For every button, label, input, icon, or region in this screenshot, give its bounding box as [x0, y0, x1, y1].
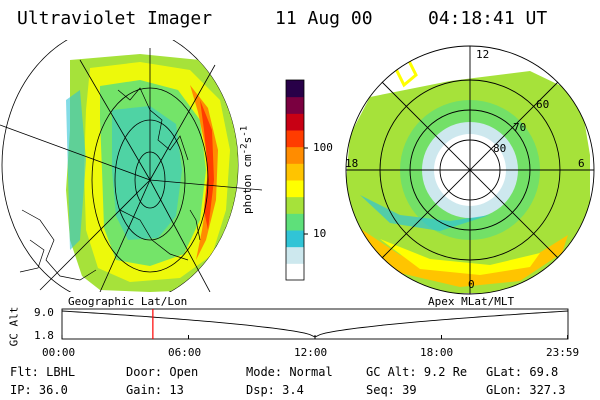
mlt-label-0: 0 — [468, 278, 475, 291]
glat-status: GLat: 69.8 — [486, 365, 559, 379]
mlat-mlt-grid — [345, 45, 595, 295]
door-status: Door: Open — [126, 365, 199, 379]
x-tick-0600: 06:00 — [168, 346, 202, 359]
colorbar-tick-100: 100 — [313, 141, 333, 154]
color-scale-cell — [286, 246, 304, 264]
alt-y-bottom: 1.8 — [34, 329, 54, 342]
alt-y-top: 9.0 — [34, 306, 54, 319]
gc-alt-status: GC Alt: 9.2 Re — [366, 365, 468, 379]
ip-status: IP: 36.0 — [10, 383, 68, 397]
dsp-status: Dsp: 3.4 — [246, 383, 304, 397]
x-tick-1200: 12:00 — [294, 346, 328, 359]
aurora-oval-image — [346, 56, 590, 293]
color-scale-cell — [286, 130, 304, 148]
altitude-track-plot — [61, 308, 569, 340]
mode-status: Mode: Normal — [246, 365, 333, 379]
x-tick-0000: 00:00 — [42, 346, 76, 359]
color-scale-cell — [286, 146, 304, 164]
alt-plot-frame — [61, 308, 569, 340]
x-tick-2359: 23:59 — [546, 346, 580, 359]
observation-time: 04:18:41 UT — [428, 8, 548, 29]
colorbar-tick-10: 10 — [313, 227, 327, 240]
lat-lon-grid — [0, 48, 262, 292]
seq-status: Seq: 39 — [366, 383, 417, 397]
color-scale-cell — [286, 96, 304, 114]
mlt-label-6: 6 — [578, 157, 585, 170]
geographic-image-panel — [0, 40, 262, 292]
color-scale-cell — [286, 163, 304, 181]
mlt-label-18: 18 — [345, 157, 359, 170]
alt-axis-label: GC Alt — [7, 306, 21, 347]
altitude-curve — [61, 310, 569, 338]
mlat-label-60: 60 — [536, 98, 550, 111]
color-scale-cells — [286, 80, 304, 281]
polar-image-panel — [345, 45, 595, 295]
observation-date: 11 Aug 00 — [275, 8, 373, 29]
mlt-label-12: 12 — [476, 48, 490, 61]
color-scale-cell — [286, 230, 304, 248]
instrument-title: Ultraviolet Imager — [17, 8, 213, 29]
color-scale-cell — [286, 213, 304, 231]
aurora-image — [66, 54, 238, 292]
color-scale-cell — [286, 80, 304, 98]
mlat-label-80: 80 — [493, 142, 507, 155]
color-scale-cell — [286, 180, 304, 198]
glon-status: GLon: 327.3 — [486, 383, 566, 397]
color-scale-cell — [286, 113, 304, 131]
color-scale-cell — [286, 196, 304, 214]
color-scale-cell — [286, 263, 304, 281]
x-tick-1800: 18:00 — [420, 346, 454, 359]
alt-x-tick-marks — [61, 335, 569, 339]
coastlines — [19, 87, 201, 281]
colorbar-unit-label: photon cm-2s-1 — [238, 125, 254, 214]
gain-status: Gain: 13 — [126, 383, 184, 397]
polar-panel-caption: Apex MLat/MLT — [428, 295, 515, 308]
mlat-label-70: 70 — [513, 121, 527, 134]
color-scale-bar — [285, 79, 308, 281]
filter-status: Flt: LBHL — [10, 365, 76, 379]
geo-panel-caption: Geographic Lat/Lon — [68, 295, 188, 308]
